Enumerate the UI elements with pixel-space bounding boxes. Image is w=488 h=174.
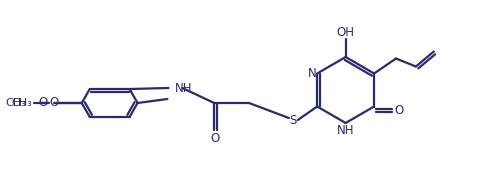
- Text: NH: NH: [174, 81, 192, 94]
- Text: S: S: [289, 113, 297, 126]
- Text: O: O: [211, 132, 220, 144]
- Text: CH₃: CH₃: [5, 98, 26, 108]
- Text: O: O: [49, 97, 59, 109]
- Text: CH₃: CH₃: [11, 98, 32, 108]
- Text: O: O: [394, 104, 404, 117]
- Text: OH: OH: [337, 26, 355, 38]
- Text: O: O: [39, 97, 48, 109]
- Text: N: N: [307, 67, 316, 80]
- Text: NH: NH: [337, 125, 354, 137]
